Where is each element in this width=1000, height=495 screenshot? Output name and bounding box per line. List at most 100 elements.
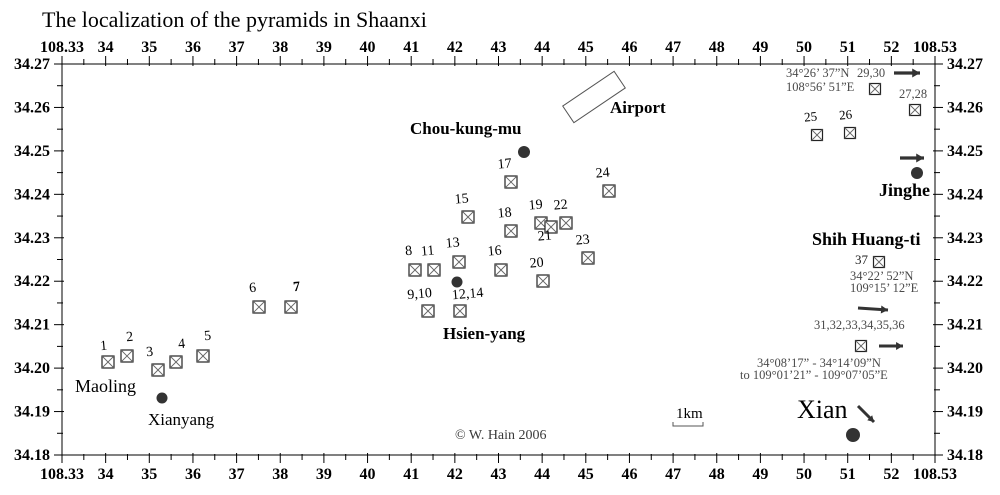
svg-text:5: 5 <box>204 329 212 345</box>
svg-text:47: 47 <box>665 466 681 483</box>
svg-text:35: 35 <box>141 39 157 56</box>
svg-text:29,30: 29,30 <box>857 66 885 80</box>
svg-text:Jinghe: Jinghe <box>879 180 930 200</box>
svg-text:34.26: 34.26 <box>947 99 983 116</box>
svg-text:34.21: 34.21 <box>947 317 983 334</box>
svg-text:12,14: 12,14 <box>451 286 484 304</box>
svg-text:47: 47 <box>665 39 681 56</box>
svg-text:34.27: 34.27 <box>14 56 50 73</box>
svg-text:2: 2 <box>126 330 134 346</box>
svg-text:48: 48 <box>709 466 725 483</box>
svg-text:© W. Hain 2006: © W. Hain 2006 <box>455 428 547 443</box>
svg-text:3: 3 <box>146 345 154 361</box>
svg-text:13: 13 <box>445 235 460 251</box>
svg-text:48: 48 <box>709 39 725 56</box>
svg-text:50: 50 <box>796 466 812 483</box>
svg-text:109°15’ 12”E: 109°15’ 12”E <box>850 281 919 295</box>
svg-text:Chou-kung-mu: Chou-kung-mu <box>410 119 522 138</box>
svg-text:17: 17 <box>497 156 512 172</box>
svg-text:18: 18 <box>497 205 512 221</box>
svg-text:Airport: Airport <box>610 98 666 117</box>
svg-text:20: 20 <box>529 255 544 271</box>
svg-text:52: 52 <box>883 466 899 483</box>
svg-text:Maoling: Maoling <box>75 376 136 396</box>
svg-text:34.18: 34.18 <box>947 447 983 464</box>
svg-text:16: 16 <box>487 243 502 259</box>
svg-text:108.33: 108.33 <box>40 466 84 483</box>
svg-text:39: 39 <box>316 39 332 56</box>
svg-text:108.53: 108.53 <box>913 466 957 483</box>
svg-text:39: 39 <box>316 466 332 483</box>
svg-text:108°56’ 51”E: 108°56’ 51”E <box>786 80 855 94</box>
svg-text:31,32,33,34,35,36: 31,32,33,34,35,36 <box>814 318 905 332</box>
svg-text:34.19: 34.19 <box>14 404 50 421</box>
svg-text:15: 15 <box>454 191 469 207</box>
svg-text:19: 19 <box>528 197 543 213</box>
svg-text:34.22: 34.22 <box>947 273 983 290</box>
svg-text:42: 42 <box>447 39 463 56</box>
svg-text:44: 44 <box>534 466 550 483</box>
svg-text:The localization of the pyrami: The localization of the pyramids in Shaa… <box>42 7 427 32</box>
svg-text:1km: 1km <box>676 406 703 422</box>
svg-text:45: 45 <box>578 466 594 483</box>
svg-text:22: 22 <box>553 197 568 213</box>
svg-text:40: 40 <box>360 39 376 56</box>
svg-text:34.20: 34.20 <box>947 360 983 377</box>
svg-text:37: 37 <box>229 466 245 483</box>
svg-text:108.33: 108.33 <box>40 39 84 56</box>
svg-text:1: 1 <box>100 339 108 355</box>
svg-text:25: 25 <box>803 108 817 124</box>
svg-text:43: 43 <box>491 39 507 56</box>
svg-text:24: 24 <box>595 165 610 181</box>
svg-text:44: 44 <box>534 39 550 56</box>
svg-text:34.24: 34.24 <box>14 186 50 203</box>
svg-text:36: 36 <box>185 466 201 483</box>
svg-text:Hsien-yang: Hsien-yang <box>443 324 526 343</box>
svg-text:41: 41 <box>403 466 419 483</box>
svg-text:Shih Huang-ti: Shih Huang-ti <box>812 229 921 249</box>
svg-text:34: 34 <box>98 466 114 483</box>
svg-text:23: 23 <box>575 232 590 248</box>
svg-text:34.19: 34.19 <box>947 404 983 421</box>
svg-text:21: 21 <box>537 228 552 244</box>
svg-text:9,10: 9,10 <box>407 286 433 303</box>
svg-text:42: 42 <box>447 466 463 483</box>
svg-text:34.20: 34.20 <box>14 360 50 377</box>
svg-text:34.27: 34.27 <box>947 56 983 73</box>
svg-text:40: 40 <box>360 466 376 483</box>
svg-text:26: 26 <box>838 106 853 122</box>
svg-text:46: 46 <box>621 466 637 483</box>
svg-text:Xian: Xian <box>797 395 848 424</box>
svg-text:11: 11 <box>420 243 435 259</box>
svg-text:34.23: 34.23 <box>947 230 983 247</box>
svg-text:108.53: 108.53 <box>913 39 957 56</box>
svg-text:4: 4 <box>178 337 186 353</box>
svg-text:51: 51 <box>840 466 856 483</box>
svg-text:49: 49 <box>752 39 768 56</box>
svg-text:34.21: 34.21 <box>14 317 50 334</box>
svg-text:6: 6 <box>249 281 257 297</box>
svg-text:52: 52 <box>883 39 899 56</box>
svg-text:37: 37 <box>855 252 869 267</box>
svg-text:35: 35 <box>141 466 157 483</box>
svg-text:34.24: 34.24 <box>947 186 983 203</box>
svg-text:34: 34 <box>98 39 114 56</box>
svg-text:to 109°01’21” - 109°07’05”E: to 109°01’21” - 109°07’05”E <box>740 368 888 382</box>
svg-text:34°26’ 37”N: 34°26’ 37”N <box>786 66 849 80</box>
svg-text:46: 46 <box>621 39 637 56</box>
svg-text:Xianyang: Xianyang <box>148 410 215 429</box>
svg-text:38: 38 <box>272 466 288 483</box>
svg-text:34.22: 34.22 <box>14 273 50 290</box>
svg-text:8: 8 <box>405 244 413 260</box>
svg-text:27,28: 27,28 <box>899 87 927 101</box>
svg-text:41: 41 <box>403 39 419 56</box>
svg-text:34.26: 34.26 <box>14 99 50 116</box>
svg-text:45: 45 <box>578 39 594 56</box>
svg-text:34.25: 34.25 <box>947 143 983 160</box>
svg-text:51: 51 <box>840 39 856 56</box>
svg-text:7: 7 <box>293 280 301 296</box>
svg-text:49: 49 <box>752 466 768 483</box>
svg-text:34.23: 34.23 <box>14 230 50 247</box>
svg-text:37: 37 <box>229 39 245 56</box>
svg-text:43: 43 <box>491 466 507 483</box>
